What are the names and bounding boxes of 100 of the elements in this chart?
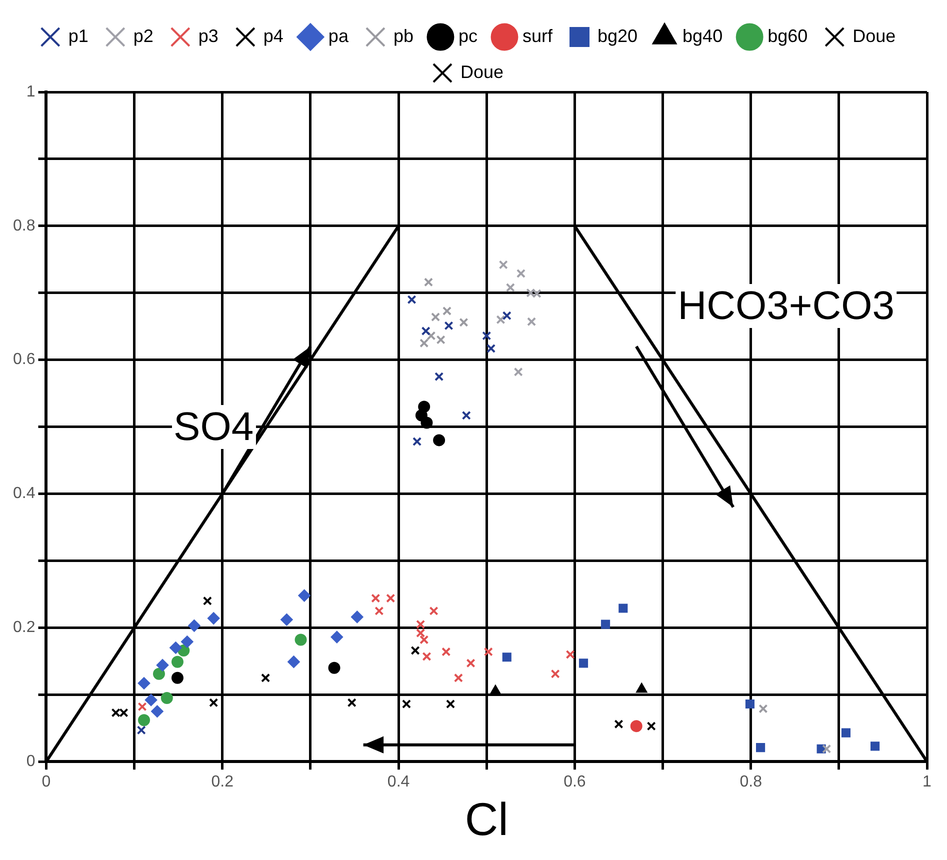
point bbox=[202, 596, 212, 606]
point bbox=[138, 714, 150, 726]
x-tick-label: 0.4 bbox=[387, 774, 410, 791]
point bbox=[758, 704, 768, 714]
point bbox=[486, 344, 496, 353]
point bbox=[514, 367, 523, 376]
point bbox=[386, 594, 396, 603]
point bbox=[636, 683, 647, 693]
point bbox=[170, 642, 182, 654]
point bbox=[434, 372, 444, 382]
legend-label: pb bbox=[393, 26, 414, 46]
point bbox=[136, 726, 146, 735]
point bbox=[506, 282, 515, 292]
point bbox=[429, 606, 438, 616]
point bbox=[444, 321, 454, 330]
point bbox=[261, 673, 270, 682]
point bbox=[490, 685, 501, 695]
point bbox=[371, 594, 380, 603]
legend-label: Doue bbox=[852, 26, 896, 46]
x-tick-label: 0.2 bbox=[211, 774, 234, 791]
point bbox=[410, 646, 420, 655]
point bbox=[442, 306, 452, 316]
y-tick-label: 0.4 bbox=[12, 485, 36, 502]
point bbox=[328, 662, 340, 674]
y-tick-label: 1 bbox=[26, 83, 36, 100]
legend-label: Doue bbox=[460, 62, 504, 82]
point bbox=[436, 335, 446, 344]
point bbox=[119, 708, 128, 718]
point bbox=[424, 278, 434, 287]
point bbox=[294, 634, 307, 646]
legend-label: pc bbox=[458, 26, 478, 46]
point bbox=[454, 673, 463, 682]
point bbox=[181, 636, 194, 648]
point bbox=[351, 610, 364, 623]
point bbox=[402, 699, 412, 709]
legend-label: bg40 bbox=[682, 26, 723, 46]
point bbox=[756, 743, 766, 752]
point bbox=[550, 669, 560, 678]
point bbox=[614, 720, 624, 729]
point bbox=[374, 606, 384, 616]
legend-label: p4 bbox=[263, 26, 284, 46]
point bbox=[600, 620, 610, 629]
point bbox=[870, 742, 880, 751]
point bbox=[420, 416, 433, 429]
y-tick-label: 0.2 bbox=[12, 619, 36, 636]
x-tick-label: 1 bbox=[922, 774, 932, 791]
point bbox=[412, 436, 422, 446]
point bbox=[496, 315, 506, 324]
point bbox=[111, 708, 120, 718]
point bbox=[138, 702, 147, 712]
legend-label: p1 bbox=[68, 26, 88, 46]
legend-label: bg60 bbox=[768, 26, 808, 46]
point bbox=[516, 268, 526, 278]
point bbox=[407, 295, 416, 304]
point bbox=[152, 668, 165, 680]
x-tick-label: 0 bbox=[42, 774, 51, 791]
point bbox=[209, 698, 218, 708]
point bbox=[160, 692, 173, 704]
point bbox=[431, 312, 440, 322]
point bbox=[433, 434, 446, 446]
x-axis-title: Cl bbox=[464, 793, 508, 846]
legend-label: pa bbox=[328, 26, 350, 46]
point bbox=[145, 694, 158, 706]
point bbox=[330, 631, 343, 644]
annotation: SO4 bbox=[172, 404, 256, 449]
point bbox=[156, 659, 168, 672]
point bbox=[151, 705, 164, 718]
point bbox=[298, 590, 310, 602]
y-tick-label: 0.8 bbox=[12, 217, 36, 234]
point bbox=[484, 647, 493, 656]
point bbox=[288, 656, 300, 668]
point bbox=[426, 331, 436, 340]
legend-label: p2 bbox=[133, 26, 154, 46]
point bbox=[171, 672, 184, 684]
point bbox=[459, 318, 468, 327]
point bbox=[745, 699, 755, 709]
point bbox=[526, 288, 536, 298]
point bbox=[646, 722, 656, 731]
point bbox=[502, 652, 512, 662]
point bbox=[618, 604, 628, 613]
point bbox=[527, 317, 536, 326]
point bbox=[466, 658, 476, 668]
point bbox=[138, 677, 150, 690]
point bbox=[482, 331, 492, 340]
point bbox=[566, 650, 575, 659]
legend-label: bg20 bbox=[597, 26, 638, 46]
x-tick-label: 0.8 bbox=[740, 774, 762, 791]
point bbox=[498, 260, 508, 270]
annotation: HCO3+CO3 bbox=[676, 284, 896, 328]
y-tick-label: 0 bbox=[26, 753, 36, 770]
point bbox=[422, 652, 432, 662]
point bbox=[347, 698, 356, 708]
point bbox=[532, 289, 542, 298]
point bbox=[280, 614, 293, 626]
point bbox=[421, 326, 430, 336]
point bbox=[188, 620, 200, 632]
point bbox=[841, 728, 851, 738]
point bbox=[208, 612, 220, 624]
point bbox=[446, 699, 456, 709]
point bbox=[171, 656, 184, 668]
